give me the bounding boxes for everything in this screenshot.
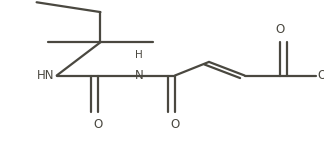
- Text: O: O: [276, 23, 285, 36]
- Text: O: O: [94, 118, 103, 131]
- Text: O: O: [170, 118, 179, 131]
- Text: HN: HN: [37, 69, 54, 82]
- Text: OH: OH: [318, 69, 324, 82]
- Text: H: H: [135, 50, 143, 60]
- Text: N: N: [135, 69, 144, 82]
